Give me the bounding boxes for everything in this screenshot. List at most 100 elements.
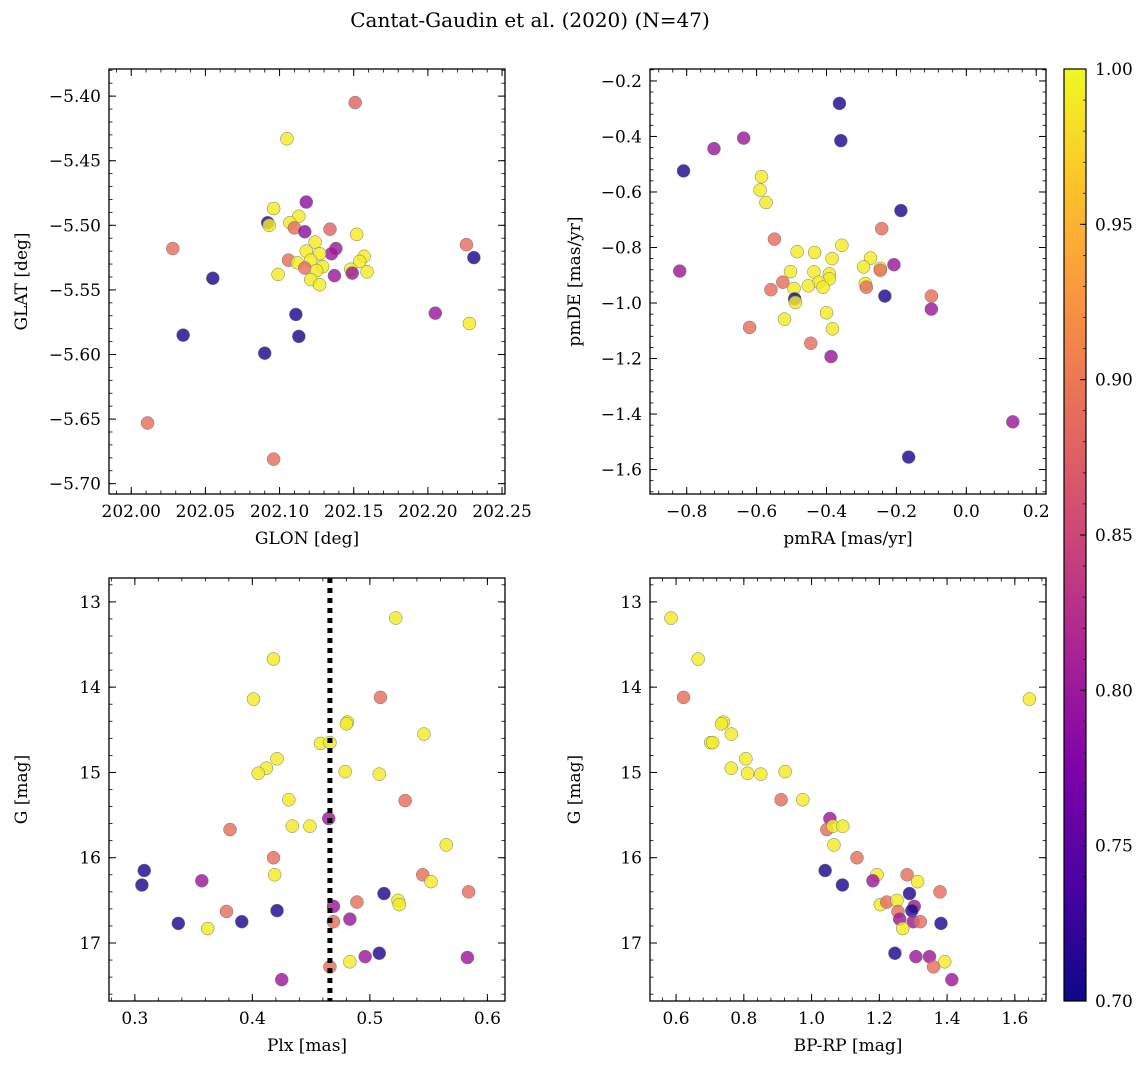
x-tick-label: 202.20 xyxy=(398,502,457,522)
panel-4: 0.6 0.8 1.0 1.2 1.4 1.6 13 14 15 16 17 BP-RP [mag] G… xyxy=(565,577,1047,1056)
y-tick-label: 16 xyxy=(79,849,101,869)
scatter-point xyxy=(754,767,768,781)
scatter-point xyxy=(676,690,691,705)
scatter-point xyxy=(171,916,186,931)
scatter-point xyxy=(343,955,357,969)
scatter-point xyxy=(714,717,729,731)
colorbar-tick-label: 1.00 xyxy=(1095,60,1133,80)
y-tick-label: −0.2 xyxy=(601,72,642,92)
scatter-point xyxy=(424,874,438,889)
x-tick-label: 0.6 xyxy=(663,1009,690,1029)
axes-frame xyxy=(108,577,506,1002)
x-tick-label: 202.05 xyxy=(176,502,235,522)
scatter-point xyxy=(807,245,822,260)
scatter-point xyxy=(298,261,312,275)
scatter-point xyxy=(740,766,755,781)
scatter-point xyxy=(724,761,739,775)
x-tick-label: 202.10 xyxy=(250,502,309,522)
scatter-point xyxy=(801,279,816,293)
scatter-point xyxy=(753,183,767,197)
scatter-point xyxy=(776,275,790,289)
scatter-point xyxy=(804,336,818,351)
scatter-point xyxy=(764,282,778,297)
y-tick-label: 14 xyxy=(620,678,642,698)
x-axis-label: Plx [mas] xyxy=(267,1036,347,1056)
scatter-point xyxy=(913,914,928,929)
x-tick-label: −0.2 xyxy=(876,502,917,522)
y-tick-label: −0.6 xyxy=(601,183,642,203)
y-tick-label: 13 xyxy=(79,593,101,613)
x-tick-label: 0.3 xyxy=(121,1009,148,1029)
scatter-point xyxy=(742,320,757,335)
scatter-point xyxy=(270,752,284,766)
scatter-point xyxy=(825,322,840,336)
scatter-point xyxy=(754,169,769,184)
x-tick-label: 0.2 xyxy=(1023,502,1050,522)
colorbar-tick-label: 0.90 xyxy=(1095,371,1133,391)
scatter-point xyxy=(827,838,841,852)
x-tick-label: 0.6 xyxy=(474,1009,501,1029)
scatter-point xyxy=(924,289,939,303)
y-tick-label: 13 xyxy=(620,593,642,613)
scatter-point xyxy=(298,225,312,239)
scatter-point xyxy=(705,735,720,750)
scatter-point xyxy=(834,133,848,148)
scatter-point xyxy=(439,838,453,852)
scatter-point xyxy=(778,764,792,779)
y-tick-label: −0.8 xyxy=(601,238,642,258)
scatter-point xyxy=(774,792,788,807)
scatter-point xyxy=(303,819,317,833)
x-tick-label: 202.25 xyxy=(472,502,531,522)
scatter-point xyxy=(343,912,357,926)
scatter-point xyxy=(292,329,306,344)
y-tick-label: −5.65 xyxy=(49,410,101,430)
x-tick-label: 0.0 xyxy=(953,502,980,522)
scatter-point xyxy=(707,141,721,156)
scatter-point xyxy=(461,885,476,899)
scatter-point xyxy=(280,132,294,146)
scatter-point xyxy=(739,752,753,766)
scatter-point xyxy=(783,264,798,279)
scatter-point xyxy=(312,277,327,292)
scatter-point xyxy=(909,949,923,964)
x-tick-label: −0.6 xyxy=(736,502,777,522)
scatter-point xyxy=(691,652,705,666)
scatter-point xyxy=(873,263,888,278)
scatter-point xyxy=(878,289,892,303)
x-axis-label: GLON [deg] xyxy=(255,529,359,549)
scatter-point xyxy=(262,218,276,233)
scatter-point xyxy=(373,690,388,705)
scatter-point xyxy=(924,302,939,316)
scatter-point xyxy=(372,946,387,960)
scatter-point xyxy=(888,946,902,960)
scatter-point xyxy=(790,244,804,259)
panel-3: 0.3 0.4 0.5 0.6 13 14 15 16 17 Plx [mas] G [mag] xyxy=(12,577,506,1056)
scatter-point xyxy=(377,886,391,901)
axes-frame xyxy=(108,68,506,495)
y-tick-label: −0.4 xyxy=(601,127,642,147)
scatter-point xyxy=(285,819,300,833)
y-tick-label: 16 xyxy=(620,849,642,869)
scatter-point xyxy=(894,203,908,218)
scatter-point xyxy=(895,921,910,936)
scatter-point xyxy=(166,241,180,256)
y-axis-label: pmDE [mas/yr] xyxy=(565,216,585,346)
y-tick-label: −1.2 xyxy=(601,350,642,370)
scatter-point xyxy=(934,916,948,931)
x-tick-label: −0.4 xyxy=(806,502,847,522)
scatter-point xyxy=(266,201,281,216)
scatter-point xyxy=(350,895,364,909)
scatter-point xyxy=(676,164,691,178)
x-tick-label: 1.6 xyxy=(1001,1009,1028,1029)
y-tick-label: 17 xyxy=(620,934,642,954)
colorbar-tick-label: 0.75 xyxy=(1095,837,1133,857)
y-tick-label: −5.60 xyxy=(49,345,101,365)
scatter-point xyxy=(417,727,431,741)
figure-title: Cantat-Gaudin et al. (2020) (N=47) xyxy=(350,8,710,32)
scatter-point xyxy=(289,307,303,322)
scatter-point xyxy=(266,652,281,666)
scatter-point xyxy=(467,250,481,265)
scatter-point xyxy=(195,874,209,888)
x-tick-label: 0.4 xyxy=(239,1009,266,1029)
